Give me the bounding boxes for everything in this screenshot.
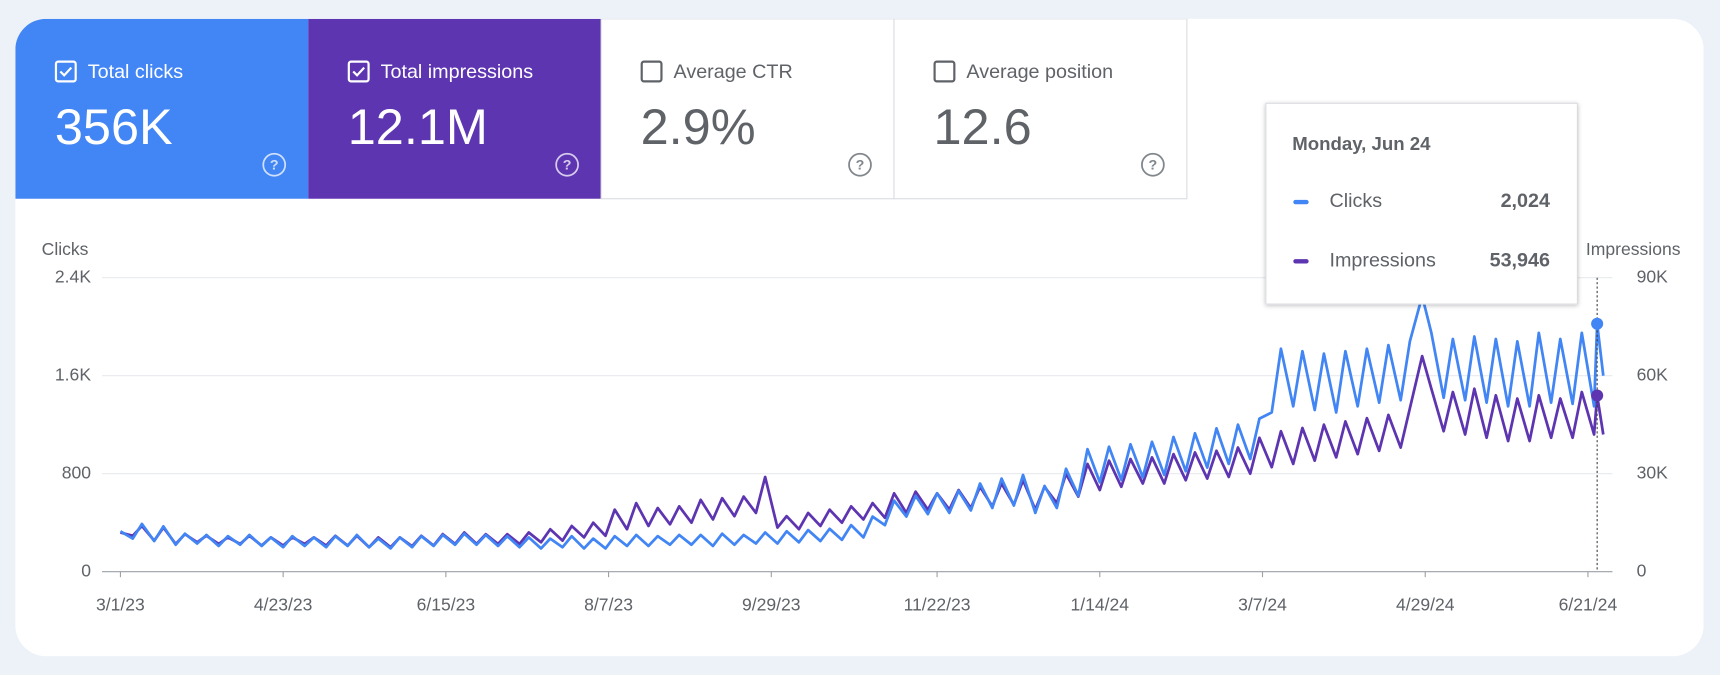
y2-tick-label: 30K [1637,462,1669,482]
y2-axis-title: Impressions [1586,239,1681,259]
y2-tick-label: 0 [1637,560,1647,580]
tooltip-title: Monday, Jun 24 [1292,133,1431,154]
checkbox[interactable] [640,60,663,83]
metric-value: 12.6 [933,98,1031,155]
metric-label: Total clicks [88,61,184,83]
x-tick-label: 9/29/23 [742,594,801,614]
metric-label: Average CTR [674,61,793,83]
metric-card[interactable]: Average CTR 2.9%? [600,18,895,200]
tooltip-value: 53,946 [1490,249,1550,271]
checkbox[interactable] [54,60,77,83]
checkbox[interactable] [933,60,956,83]
metric-card-bg [15,18,309,199]
metric-cards: Total clicks 356K? Total impressions 12.1M?… [15,18,1188,200]
metric-card[interactable]: Total impressions 12.1M? [308,18,602,199]
series-line [119,294,1605,550]
help-icon[interactable] [1141,152,1165,177]
y-axis-title: Clicks [42,239,89,259]
tooltip-value: 2,024 [1501,190,1550,212]
y-tick-label: 800 [62,462,92,482]
metric-card-bg [308,18,602,199]
y-tick-label: 1.6K [55,364,91,384]
x-tick-label: 1/14/24 [1071,594,1130,614]
x-tick-label: 6/15/23 [417,594,476,614]
checkmark [352,66,365,77]
y-tick-label: 0 [81,560,91,580]
x-tick-label: 8/7/23 [584,594,633,614]
help-icon-mark: ? [270,158,279,174]
help-icon-mark: ? [563,158,572,174]
x-tick-label: 4/23/23 [254,594,313,614]
y2-tick-label: 90K [1637,266,1669,286]
metric-card[interactable]: Total clicks 356K? [15,18,309,199]
x-tick-label: 4/29/24 [1396,594,1455,614]
metric-card[interactable]: Average position 12.6? [893,18,1188,200]
metric-value: 2.9% [641,98,756,155]
tooltip-box [1265,102,1578,305]
metric-card-bg [600,18,895,200]
help-icon[interactable] [555,152,579,177]
hover-dot [1591,389,1604,402]
tooltip-series-name: Clicks [1329,190,1382,212]
checkbox[interactable] [347,60,370,83]
y-tick-label: 2.4K [55,266,91,286]
chart: Clicks Impressions 0 800 1.6K 2.4K 0 30K 60K 90K 3… [42,102,1681,614]
hover-dot [1591,317,1604,330]
x-tick-label: 6/21/24 [1559,594,1618,614]
checkmark [59,66,73,77]
x-tick-label: 3/7/24 [1238,594,1287,614]
x-tick-label: 3/1/23 [96,594,145,614]
y2-tick-label: 60K [1637,364,1669,384]
help-icon-mark: ? [1149,158,1158,174]
metric-label: Total impressions [381,61,534,83]
help-icon-mark: ? [856,158,865,174]
metric-card-bg [893,18,1188,200]
metric-label: Average position [966,61,1113,83]
metric-value: 356K [55,98,173,155]
help-icon[interactable] [848,152,872,177]
tooltip-series-name: Impressions [1329,249,1436,271]
metric-value: 12.1M [348,98,488,155]
tooltip: Monday, Jun 24 Clicks 2,024 Impressions 53,9… [1265,102,1578,305]
x-tick-label: 11/22/23 [904,594,971,614]
help-icon[interactable] [262,152,287,177]
